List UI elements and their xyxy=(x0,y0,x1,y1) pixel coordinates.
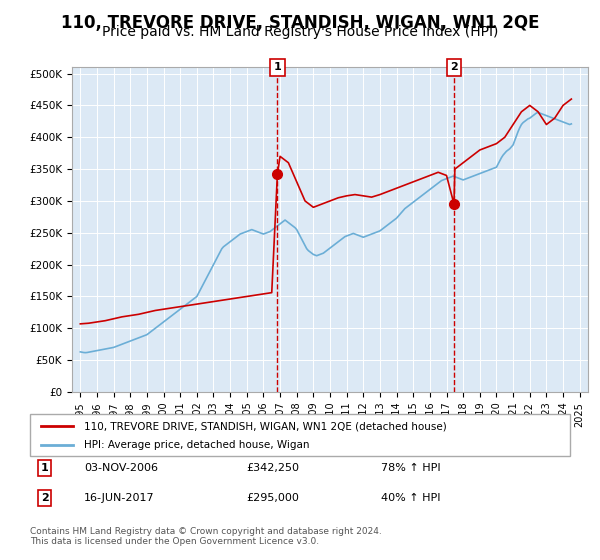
Text: HPI: Average price, detached house, Wigan: HPI: Average price, detached house, Wiga… xyxy=(84,440,310,450)
Text: 1: 1 xyxy=(41,463,49,473)
Text: Price paid vs. HM Land Registry's House Price Index (HPI): Price paid vs. HM Land Registry's House … xyxy=(102,25,498,39)
Text: £342,250: £342,250 xyxy=(246,463,299,473)
Text: 1: 1 xyxy=(274,62,281,72)
FancyBboxPatch shape xyxy=(30,414,570,456)
Text: 78% ↑ HPI: 78% ↑ HPI xyxy=(381,463,440,473)
Text: 2: 2 xyxy=(41,493,49,503)
Text: 16-JUN-2017: 16-JUN-2017 xyxy=(84,493,155,503)
Text: 2: 2 xyxy=(450,62,458,72)
Text: £295,000: £295,000 xyxy=(246,493,299,503)
Text: 40% ↑ HPI: 40% ↑ HPI xyxy=(381,493,440,503)
Text: 03-NOV-2006: 03-NOV-2006 xyxy=(84,463,158,473)
Text: 110, TREVORE DRIVE, STANDISH, WIGAN, WN1 2QE: 110, TREVORE DRIVE, STANDISH, WIGAN, WN1… xyxy=(61,14,539,32)
Text: Contains HM Land Registry data © Crown copyright and database right 2024.
This d: Contains HM Land Registry data © Crown c… xyxy=(30,526,382,546)
Text: 110, TREVORE DRIVE, STANDISH, WIGAN, WN1 2QE (detached house): 110, TREVORE DRIVE, STANDISH, WIGAN, WN1… xyxy=(84,421,447,431)
